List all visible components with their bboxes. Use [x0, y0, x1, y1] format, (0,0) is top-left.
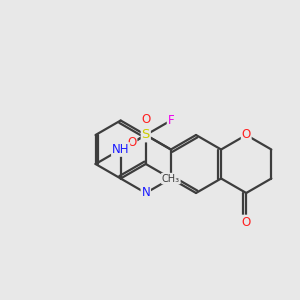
Text: O: O	[242, 128, 251, 142]
Text: O: O	[242, 215, 251, 229]
Text: O: O	[141, 112, 150, 125]
Text: S: S	[142, 128, 150, 142]
Text: F: F	[168, 114, 174, 127]
Text: NH: NH	[112, 143, 129, 156]
Text: N: N	[141, 187, 150, 200]
Text: O: O	[127, 136, 136, 149]
Text: CH₃: CH₃	[162, 173, 180, 184]
